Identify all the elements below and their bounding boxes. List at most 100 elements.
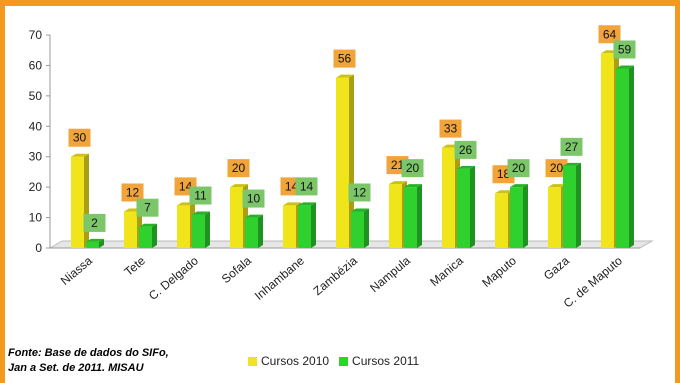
data-label: 10 bbox=[247, 192, 261, 206]
y-tick-label: 70 bbox=[29, 28, 43, 42]
data-label: 20 bbox=[512, 161, 526, 175]
bar-side bbox=[364, 208, 369, 248]
data-label-box bbox=[136, 198, 159, 217]
data-label-box bbox=[560, 137, 583, 156]
bar-side bbox=[205, 211, 210, 248]
data-label: 33 bbox=[444, 122, 458, 136]
bar-2010 bbox=[548, 187, 561, 248]
bar-top bbox=[192, 211, 210, 215]
bar-2011 bbox=[86, 241, 99, 248]
bar-top bbox=[351, 208, 369, 212]
bar-side bbox=[470, 165, 475, 248]
bar-top bbox=[548, 184, 566, 188]
data-label-box bbox=[227, 159, 250, 178]
bar-top bbox=[563, 162, 581, 166]
x-tick-label: C. de Maputo bbox=[561, 253, 625, 310]
data-label-box bbox=[333, 49, 356, 68]
bar-2010 bbox=[124, 211, 137, 248]
bar-top bbox=[510, 184, 528, 188]
bar-top bbox=[298, 202, 316, 206]
data-label: 27 bbox=[565, 140, 579, 154]
bar-side bbox=[99, 238, 104, 248]
bar-2010 bbox=[389, 184, 402, 248]
bar-2010 bbox=[495, 193, 508, 248]
data-label: 26 bbox=[459, 143, 473, 157]
bar-top bbox=[404, 184, 422, 188]
bar-2010 bbox=[442, 147, 455, 248]
y-tick-label: 0 bbox=[35, 241, 42, 255]
bar-2011 bbox=[616, 68, 629, 248]
bar-2010 bbox=[336, 77, 349, 248]
data-label-box bbox=[454, 140, 477, 159]
x-tick-label: Maputo bbox=[479, 253, 519, 290]
data-label-box bbox=[507, 159, 530, 178]
x-tick-label: Nampula bbox=[367, 253, 413, 295]
bar-2010 bbox=[283, 205, 296, 248]
bar-2011 bbox=[298, 205, 311, 248]
bar-2011 bbox=[351, 211, 364, 248]
bar-top bbox=[616, 65, 634, 69]
x-tick-label: Zambézia bbox=[311, 253, 361, 298]
data-label: 20 bbox=[232, 161, 246, 175]
data-label-box bbox=[83, 213, 106, 232]
data-label-box bbox=[545, 159, 568, 178]
data-label: 2 bbox=[91, 216, 98, 230]
x-tick-label: Niassa bbox=[58, 253, 95, 288]
data-label-box bbox=[598, 25, 621, 44]
data-label: 30 bbox=[73, 131, 87, 145]
data-label-box bbox=[68, 128, 91, 147]
bar-top bbox=[336, 74, 354, 78]
bar-side bbox=[629, 65, 634, 248]
bar-top bbox=[495, 190, 513, 194]
bar-2011 bbox=[192, 214, 205, 248]
data-label: 11 bbox=[194, 189, 207, 203]
bar-side bbox=[152, 223, 157, 248]
data-label: 20 bbox=[406, 161, 420, 175]
data-label: 12 bbox=[126, 185, 140, 199]
y-tick-label: 20 bbox=[29, 180, 43, 194]
data-label: 12 bbox=[353, 185, 367, 199]
y-tick-label: 40 bbox=[29, 119, 43, 133]
bar-side bbox=[523, 184, 528, 248]
legend-item-2010: Cursos 2010 bbox=[248, 354, 329, 368]
bar-top bbox=[139, 223, 157, 227]
data-label: 14 bbox=[179, 179, 193, 193]
x-tick-label: Inhambane bbox=[252, 253, 307, 303]
legend: Cursos 2010 Cursos 2011 bbox=[248, 354, 419, 368]
data-label-box bbox=[295, 177, 318, 196]
y-tick-label: 50 bbox=[29, 89, 43, 103]
legend-label-2010: Cursos 2010 bbox=[261, 354, 330, 368]
data-label-box bbox=[439, 119, 462, 138]
bar-2011 bbox=[404, 187, 417, 248]
source-line-2: Jan a Set. de 2011. MISAU bbox=[8, 362, 144, 374]
bar-2010 bbox=[71, 156, 84, 248]
data-label-box bbox=[401, 159, 424, 178]
data-label: 59 bbox=[618, 42, 632, 56]
legend-swatch-2011 bbox=[339, 356, 349, 366]
data-label-box bbox=[121, 183, 144, 202]
bar-side bbox=[84, 153, 89, 248]
bar-top bbox=[283, 202, 301, 206]
data-label: 20 bbox=[550, 161, 564, 175]
x-tick-label: Manica bbox=[427, 253, 466, 289]
bar-side bbox=[576, 162, 581, 248]
data-label: 21 bbox=[391, 158, 405, 172]
x-tick-label: Tete bbox=[122, 253, 149, 279]
bar-top bbox=[71, 153, 89, 157]
bar-side bbox=[258, 214, 263, 248]
data-label: 14 bbox=[300, 179, 314, 193]
data-label: 64 bbox=[603, 27, 617, 41]
x-tick-label: C. Delgado bbox=[146, 253, 201, 303]
bar-top bbox=[245, 214, 263, 218]
y-tick-label: 60 bbox=[29, 58, 43, 72]
bar-2010 bbox=[230, 187, 243, 248]
data-label-box bbox=[189, 186, 212, 205]
bar-2011 bbox=[510, 187, 523, 248]
source-note: Fonte: Base de dados do SIFo, Jan a Set.… bbox=[8, 346, 169, 376]
bar-2011 bbox=[457, 168, 470, 248]
bar-top bbox=[457, 165, 475, 169]
bar-2010 bbox=[177, 205, 190, 248]
legend-label-2011: Cursos 2011 bbox=[352, 354, 420, 368]
bar-2011 bbox=[245, 217, 258, 248]
